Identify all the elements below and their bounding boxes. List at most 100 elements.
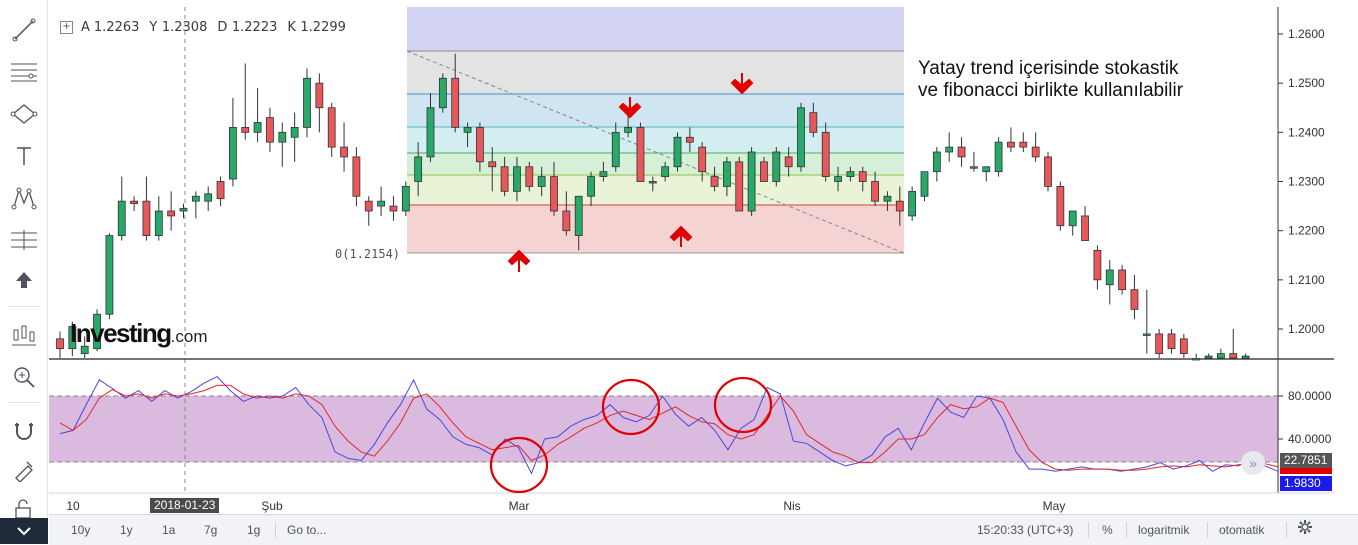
candle-body — [920, 171, 929, 197]
pattern-icon[interactable] — [6, 183, 42, 213]
annotation-line-2: ve fibonacci birlikte kullanılabilir — [918, 80, 1184, 101]
candle-body — [451, 77, 460, 128]
ohlc-a-label: A — [81, 20, 90, 35]
candle-body — [191, 195, 200, 202]
time-axis: 10 Şub Mar Nis May — [66, 499, 1065, 513]
y-tick-label: 1.2300 — [1288, 175, 1325, 189]
candle-body — [648, 181, 657, 184]
candle-body — [352, 156, 361, 197]
toolbar-collapse-button[interactable] — [0, 518, 48, 544]
candle-body — [895, 200, 904, 212]
candle-body — [278, 131, 287, 143]
candle-body — [994, 141, 1003, 173]
candle-body — [624, 127, 632, 133]
candle-body — [562, 210, 571, 232]
auto-scale-toggle[interactable]: otomatik — [1219, 523, 1265, 537]
candle-body — [525, 166, 534, 187]
measure-icon[interactable] — [6, 225, 42, 255]
stoch-d-marker — [1280, 468, 1332, 474]
candle-body — [1179, 338, 1188, 354]
candle-body — [883, 195, 892, 202]
candle-body — [784, 156, 793, 168]
range-1a-button[interactable]: 1a — [162, 523, 176, 537]
stochastic-highlight-circles — [489, 376, 773, 494]
candle-body — [105, 235, 114, 315]
horizontal-lines-icon[interactable] — [6, 57, 42, 87]
candle-body — [673, 136, 682, 168]
candle-body — [130, 200, 139, 205]
logo-text: Investing — [70, 318, 172, 348]
candle-body — [723, 161, 731, 187]
log-scale-toggle[interactable]: logaritmik — [1138, 523, 1190, 537]
x-tick-label: May — [1043, 499, 1066, 513]
stochastic-series — [59, 375, 1279, 475]
candle-body — [1019, 141, 1028, 148]
range-1y-button[interactable]: 1y — [120, 523, 133, 537]
candle-body — [908, 190, 917, 217]
candle-body — [1204, 355, 1213, 359]
candle-body — [216, 181, 225, 200]
candle-body — [80, 345, 89, 354]
lock-drawing-icon[interactable] — [6, 455, 42, 485]
candle-body — [500, 166, 509, 192]
range-7g-button[interactable]: 7g — [204, 523, 218, 537]
shapes-icon[interactable] — [6, 99, 42, 129]
highlight-circle — [713, 376, 773, 434]
candle-body — [93, 313, 101, 350]
settings-gear-icon[interactable] — [1297, 519, 1313, 538]
candle-body — [488, 161, 497, 168]
y-tick-label: 40.0000 — [1288, 432, 1332, 446]
candle-body — [760, 161, 768, 182]
goto-button[interactable]: Go to... — [287, 523, 327, 537]
crosshair-date-tag: 2018-01-23 — [150, 498, 220, 513]
ohlc-d-label: D — [217, 20, 228, 35]
scroll-to-latest-button[interactable]: » — [1241, 451, 1265, 475]
stoch-k-price-tag: 22.7851 — [1280, 453, 1332, 468]
candle-body — [932, 151, 941, 173]
range-1g-button[interactable]: 1g — [247, 523, 261, 537]
candle-body — [1217, 353, 1225, 359]
candle-body — [1044, 156, 1052, 187]
candle-body — [537, 176, 546, 187]
candle-body — [710, 176, 719, 187]
logo-suffix: .com — [170, 327, 208, 346]
candle-body — [1093, 249, 1102, 281]
fib-zero-label: 0(1.2154) — [335, 247, 400, 261]
ohlc-k-value: 1.2299 — [300, 20, 346, 35]
arrow-up-icon[interactable] — [6, 265, 42, 295]
drawing-toolbar — [0, 0, 48, 544]
candle-body — [550, 176, 558, 212]
highlight-circle — [489, 436, 549, 494]
trend-line-icon[interactable] — [6, 15, 42, 45]
expand-legend-icon[interactable]: + — [60, 21, 73, 34]
candle-body — [970, 166, 978, 169]
candle-body — [797, 107, 805, 168]
candle-body — [266, 117, 274, 143]
candle-body — [809, 112, 818, 133]
candle-body — [117, 200, 126, 236]
candle-body — [513, 166, 521, 192]
candle-body — [747, 151, 756, 212]
zoom-icon[interactable] — [6, 362, 42, 392]
text-icon[interactable] — [6, 141, 42, 171]
stoch-d-price-tag: 1.9830 — [1280, 476, 1332, 491]
x-tick-label: Mar — [509, 499, 530, 513]
candle-body — [1130, 289, 1139, 310]
y-tick-label: 1.2400 — [1288, 125, 1325, 139]
candle-body — [56, 338, 64, 350]
candle-body — [821, 131, 830, 177]
candle-body — [315, 82, 324, 109]
percent-scale-toggle[interactable]: % — [1102, 523, 1113, 537]
up-arrow-signal — [507, 249, 531, 272]
candle-body — [636, 127, 645, 182]
candle-body — [1229, 353, 1238, 359]
candle-body — [698, 146, 707, 173]
magnet-icon[interactable] — [6, 416, 42, 446]
candle-body — [290, 127, 299, 138]
candle-body — [401, 186, 410, 212]
candle-body — [1007, 141, 1015, 148]
range-10y-button[interactable]: 10y — [71, 523, 91, 537]
indicators-icon[interactable] — [6, 320, 42, 350]
candle-body — [611, 131, 620, 168]
